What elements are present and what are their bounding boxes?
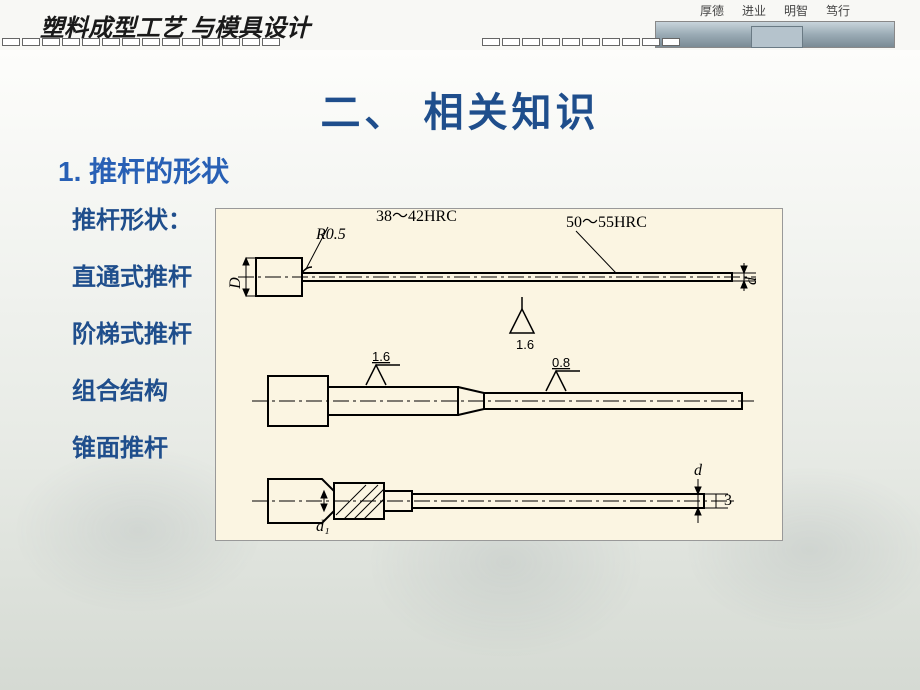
ruler-decoration: // placeholder: ruler segments injected …	[0, 35, 920, 49]
ruler-tick	[142, 38, 160, 46]
ruler-tick	[62, 38, 80, 46]
section-title: 1. 推杆的形状	[58, 150, 229, 190]
ejector-pin-figure: D d 38～42HRC R0.5 50～55HRC	[215, 208, 783, 541]
pin-bottom: d₁ d 3	[252, 462, 736, 535]
label-shaft-hrc: 50～55HRC	[566, 214, 647, 231]
ruler-tick	[122, 38, 140, 46]
ruler-tick	[2, 38, 20, 46]
label-head-hrc: 38～42HRC	[376, 209, 457, 225]
label-surf-0-8: 0.8	[552, 355, 570, 370]
ruler-tick	[102, 38, 120, 46]
motto-item: 进业	[742, 2, 766, 19]
list-item: 组合结构	[72, 371, 192, 406]
label-surf-1-6-b: 1.6	[372, 349, 390, 364]
ruler-tick	[222, 38, 240, 46]
ruler-tick	[22, 38, 40, 46]
label-radius: R0.5	[315, 226, 346, 243]
motto-row: 厚德 进业 明智 笃行	[700, 2, 850, 19]
ruler-tick	[242, 38, 260, 46]
ruler-tick	[502, 38, 520, 46]
list-item: 锥面推杆	[72, 428, 192, 463]
slide-header: 塑料成型工艺 与模具设计 厚德 进业 明智 笃行 // placeholder:…	[0, 0, 920, 50]
ruler-tick	[642, 38, 660, 46]
pin-top: D d 38～42HRC R0.5 50～55HRC	[227, 209, 760, 352]
list-header: 推杆形状：	[72, 200, 192, 235]
list-item: 阶梯式推杆	[72, 314, 192, 349]
ruler-tick	[262, 38, 280, 46]
pin-middle: 1.6 0.8	[252, 349, 756, 426]
label-d-top: d	[743, 276, 760, 285]
label-d-bottom: d	[694, 462, 703, 479]
figure-svg: D d 38～42HRC R0.5 50～55HRC	[216, 209, 784, 542]
ruler-tick	[662, 38, 680, 46]
motto-item: 明智	[784, 2, 808, 19]
main-title: 二、 相关知识	[320, 80, 599, 138]
ruler-tick	[542, 38, 560, 46]
slide-content: 二、 相关知识 1. 推杆的形状 推杆形状： 直通式推杆 阶梯式推杆 组合结构 …	[0, 50, 920, 690]
motto-item: 厚德	[700, 2, 724, 19]
ruler-tick	[562, 38, 580, 46]
ruler-tick	[582, 38, 600, 46]
ruler-tick	[522, 38, 540, 46]
label-d1: d₁	[316, 518, 330, 535]
list-column: 推杆形状： 直通式推杆 阶梯式推杆 组合结构 锥面推杆	[72, 200, 192, 463]
list-item: 直通式推杆	[72, 257, 192, 292]
ruler-tick	[622, 38, 640, 46]
ruler-tick	[82, 38, 100, 46]
label-tol-3: 3	[724, 492, 732, 509]
ruler-tick	[42, 38, 60, 46]
ruler-tick	[482, 38, 500, 46]
ruler-tick	[182, 38, 200, 46]
ruler-tick	[162, 38, 180, 46]
label-surf-1-6-a: 1.6	[516, 337, 534, 352]
ruler-tick	[602, 38, 620, 46]
motto-item: 笃行	[826, 2, 850, 19]
ruler-tick	[202, 38, 220, 46]
label-D: D	[227, 277, 244, 290]
